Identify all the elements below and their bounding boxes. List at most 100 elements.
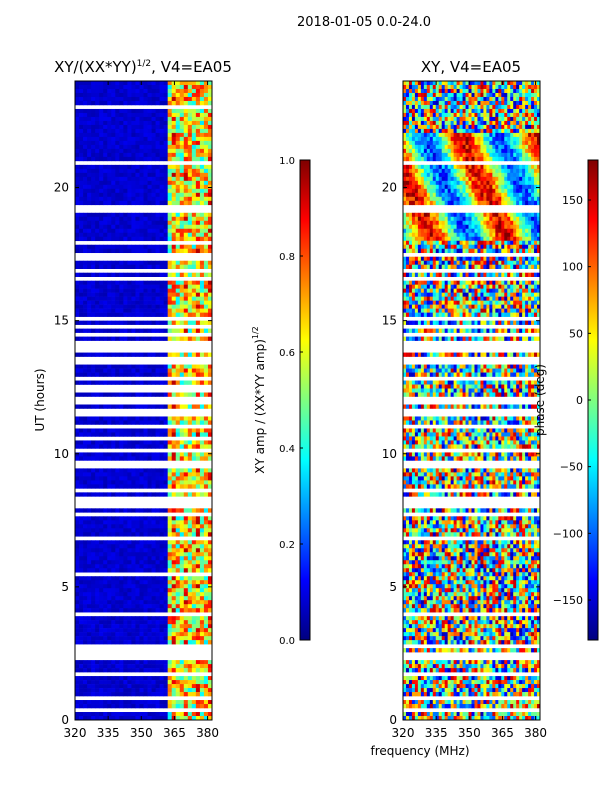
heatmap-cell	[91, 280, 96, 285]
heatmap-cell	[175, 84, 181, 90]
heatmap-cell	[147, 456, 152, 461]
heatmap-cell	[207, 608, 212, 613]
heatmap-cell	[175, 312, 181, 317]
heatmap-cell	[131, 528, 136, 533]
heatmap-cell	[179, 712, 185, 717]
heatmap-cell	[199, 660, 205, 665]
heatmap-cell	[414, 112, 419, 118]
heatmap-cell	[167, 420, 173, 425]
heatmap-cell	[477, 108, 481, 114]
heatmap-cell	[414, 96, 419, 102]
heatmap-cell	[444, 112, 449, 118]
heatmap-cell	[103, 664, 108, 669]
heatmap-cell	[135, 440, 140, 445]
heatmap-cell	[127, 364, 132, 369]
heatmap-cell	[501, 136, 505, 142]
heatmap-cell	[199, 260, 205, 266]
heatmap-cell	[495, 96, 499, 102]
heatmap-cell	[159, 404, 165, 409]
heatmap-cell	[179, 472, 185, 477]
heatmap-cell	[107, 220, 112, 226]
heatmap-cell	[504, 132, 508, 138]
heatmap-cell	[447, 136, 452, 142]
heatmap-cell	[131, 352, 136, 357]
heatmap-cell	[143, 81, 148, 86]
heatmap-cell	[179, 528, 185, 533]
heatmap-cell	[135, 600, 140, 605]
heatmap-cell	[111, 544, 116, 549]
heatmap-cell	[119, 580, 124, 585]
heatmap-cell	[191, 600, 197, 605]
heatmap-cell	[159, 632, 165, 637]
heatmap-cell	[155, 288, 161, 293]
heatmap-cell	[167, 560, 173, 565]
heatmap-cell	[405, 100, 410, 106]
heatmap-cell	[203, 468, 209, 473]
heatmap-cell	[203, 632, 209, 637]
heatmap-cell	[147, 100, 152, 106]
heatmap-cell	[207, 81, 212, 86]
heatmap-cell	[155, 452, 161, 457]
heatmap-cell	[143, 716, 148, 720]
heatmap-cell	[187, 684, 193, 689]
heatmap-cell	[79, 380, 84, 385]
heatmap-cell	[187, 216, 193, 222]
heatmap-cell	[203, 228, 209, 234]
heatmap-cell	[187, 564, 193, 569]
heatmap-cell	[91, 328, 96, 333]
heatmap-cell	[423, 164, 428, 170]
heatmap-cell	[191, 576, 197, 581]
heatmap-cell	[187, 364, 193, 369]
heatmap-cell	[537, 104, 540, 110]
heatmap-cell	[99, 300, 104, 305]
heatmap-cell	[147, 420, 152, 425]
heatmap-cell	[131, 264, 136, 269]
heatmap-cell	[191, 260, 197, 266]
heatmap-cell	[203, 284, 209, 289]
heatmap-cell	[167, 620, 173, 625]
heatmap-cell	[462, 84, 466, 90]
heatmap-cell	[447, 100, 452, 106]
heatmap-cell	[203, 600, 209, 605]
heatmap-cell	[123, 716, 128, 720]
heatmap-cell	[83, 556, 88, 561]
heatmap-cell	[199, 212, 205, 218]
heatmap-cell	[95, 588, 100, 593]
heatmap-cell	[111, 404, 116, 409]
heatmap-cell	[95, 372, 100, 377]
heatmap-cell	[403, 96, 407, 102]
heatmap-cell	[135, 212, 140, 218]
heatmap-cell	[115, 420, 120, 425]
heatmap-cell	[203, 152, 209, 158]
heatmap-cell	[465, 136, 469, 142]
heatmap-cell	[480, 104, 484, 110]
heatmap-cell	[155, 596, 161, 601]
heatmap-cell	[83, 620, 88, 625]
heatmap-cell	[87, 588, 92, 593]
heatmap-cell	[75, 680, 80, 685]
heatmap-cell	[183, 96, 189, 102]
heatmap-cell	[123, 164, 128, 170]
heatmap-cell	[501, 128, 505, 134]
heatmap-cell	[155, 364, 161, 369]
heatmap-cell	[143, 404, 148, 409]
heatmap-cell	[83, 680, 88, 685]
heatmap-cell	[139, 140, 144, 146]
heatmap-cell	[155, 608, 161, 613]
heatmap-cell	[119, 624, 124, 629]
heatmap-cell	[155, 548, 161, 553]
heatmap-cell	[195, 548, 201, 553]
heatmap-cell	[414, 156, 419, 162]
heatmap-cell	[151, 236, 156, 242]
heatmap-cell	[139, 620, 144, 625]
heatmap-cell	[426, 128, 431, 134]
heatmap-cell	[199, 112, 205, 118]
heatmap-cell	[195, 632, 201, 637]
heatmap-cell	[504, 144, 508, 150]
heatmap-cell	[91, 604, 96, 609]
heatmap-cell	[471, 132, 475, 138]
heatmap-cell	[123, 684, 128, 689]
heatmap-cell	[135, 116, 140, 122]
heatmap-cell	[456, 100, 460, 106]
heatmap-cell	[171, 596, 177, 601]
